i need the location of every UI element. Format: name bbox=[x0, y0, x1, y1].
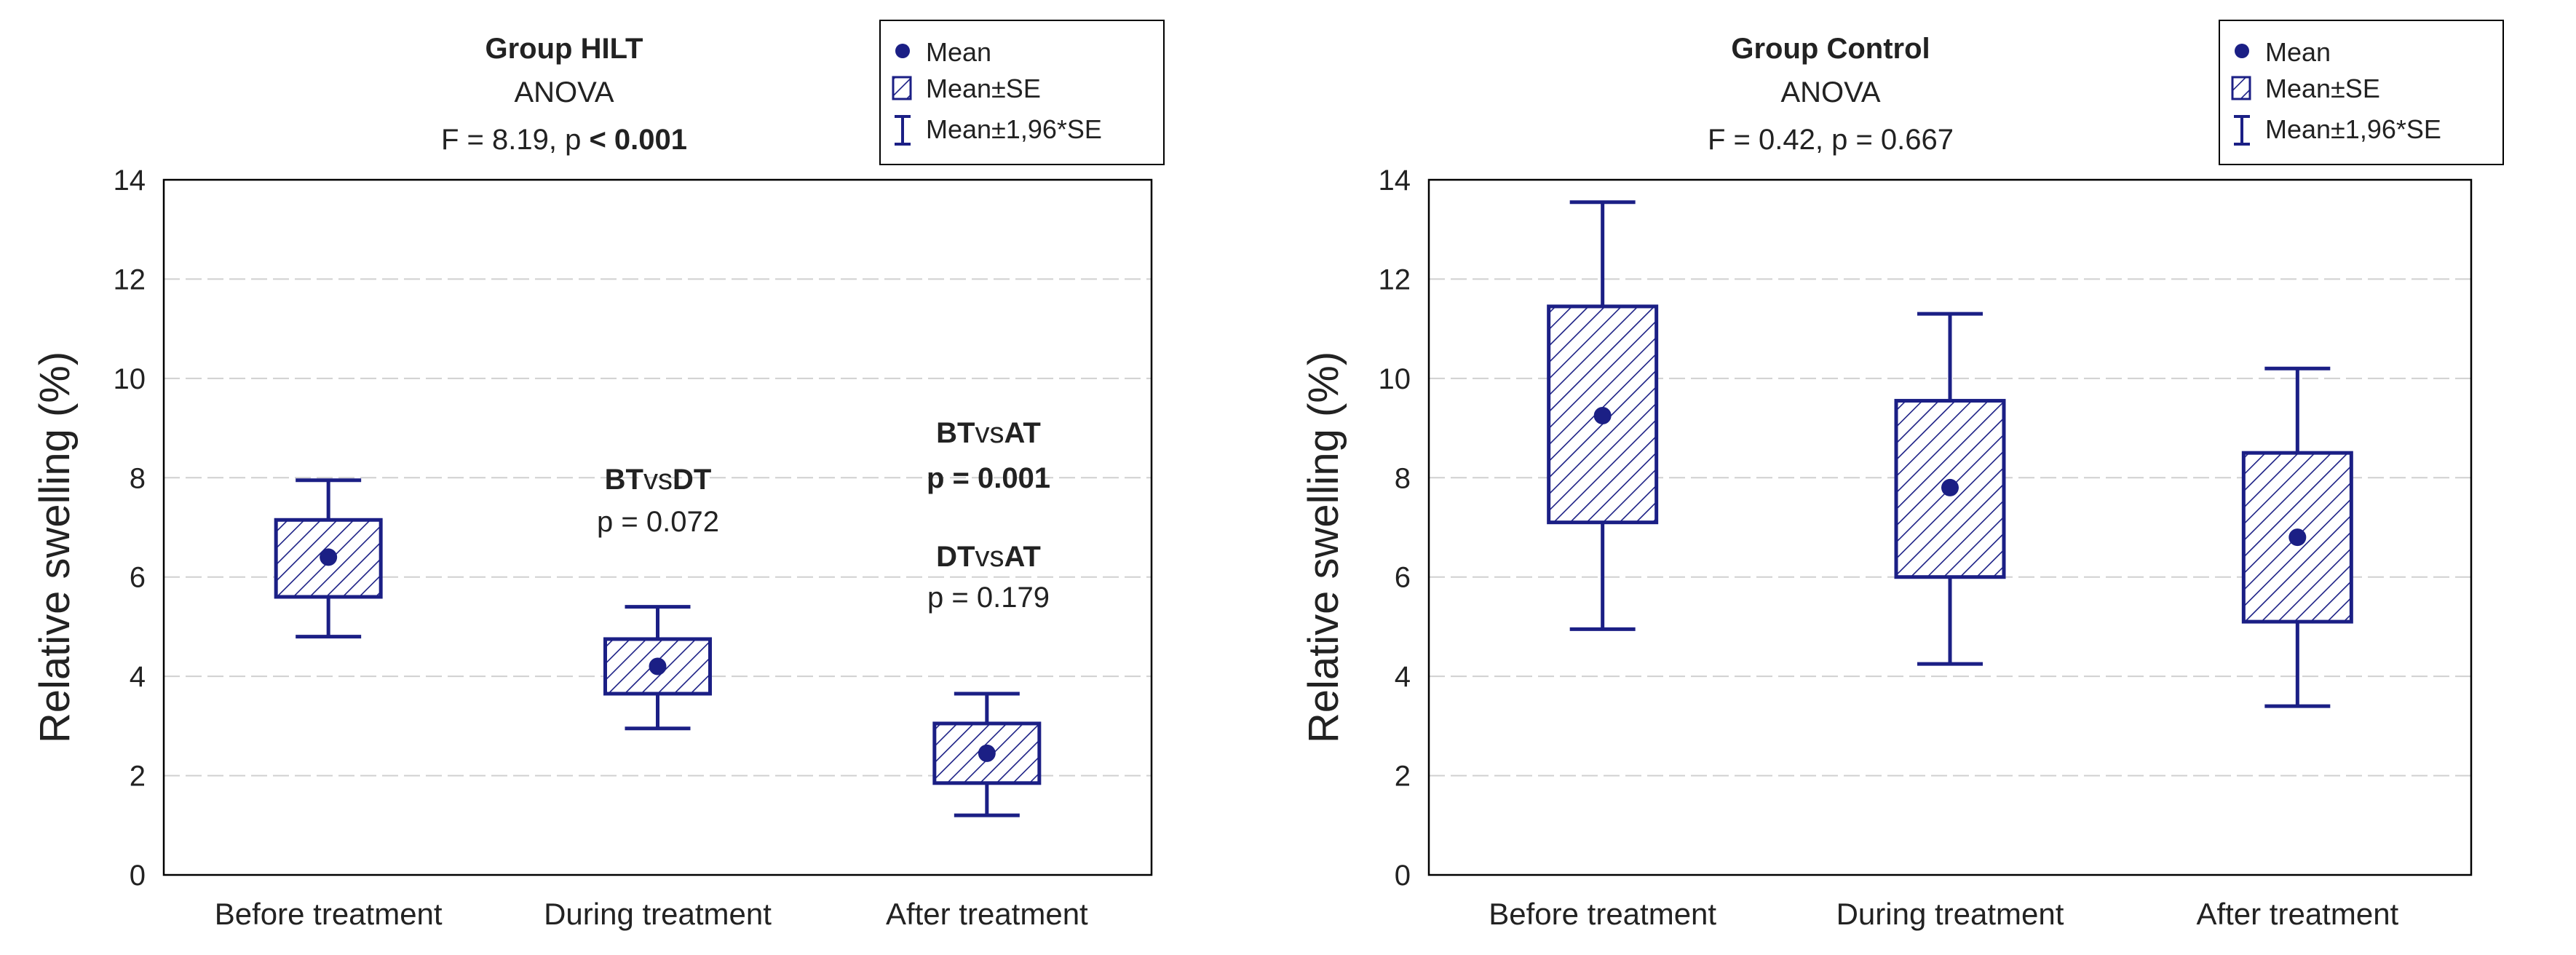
mean-point bbox=[649, 657, 667, 675]
annotation-vs: vs bbox=[975, 541, 1004, 573]
mean-point bbox=[320, 548, 338, 566]
anova-stat: F = 8.19, p < 0.001 bbox=[441, 124, 687, 156]
y-tick-label: 12 bbox=[114, 263, 146, 296]
y-tick-label: 12 bbox=[1379, 263, 1411, 296]
y-axis-label: Relative swelling (%) bbox=[31, 352, 79, 743]
annotation-p-value: p = 0.001 bbox=[927, 462, 1050, 494]
anova-stat-prefix: F = 8.19, p bbox=[441, 124, 589, 156]
annotation-right: AT bbox=[1004, 541, 1040, 573]
legend-mean-label: Mean bbox=[2265, 37, 2331, 67]
mean-point bbox=[2288, 528, 2307, 547]
plot-frame bbox=[162, 178, 1153, 876]
y-tick-label: 14 bbox=[1379, 165, 1411, 197]
mean-point bbox=[1593, 407, 1612, 425]
anova-stat-prefix: F = 0.42, p = 0.667 bbox=[1708, 124, 1954, 156]
y-tick-label: 14 bbox=[114, 165, 146, 197]
annotation-comparison: BTvsAT bbox=[936, 417, 1041, 449]
anova-stat-bold: < 0.001 bbox=[589, 124, 687, 156]
legend: Mean Mean±SE Mean±1,96*SE bbox=[879, 20, 1165, 165]
annotation-vs: vs bbox=[975, 417, 1004, 449]
chart-title: Group HILT bbox=[486, 33, 643, 65]
chart-panel-hilt: Group HILT ANOVA F = 8.19, p < 0.001 Mea… bbox=[31, 20, 1165, 931]
y-tick-label: 10 bbox=[1379, 363, 1411, 395]
y-tick-label: 2 bbox=[1395, 761, 1411, 793]
legend-frame bbox=[879, 20, 1165, 165]
x-tick-label: During treatment bbox=[544, 897, 772, 931]
legend-mean-label: Mean bbox=[926, 37, 991, 67]
legend-ci-label: Mean±1,96*SE bbox=[2265, 114, 2441, 144]
x-tick-label: Before treatment bbox=[1489, 897, 1716, 931]
legend-frame bbox=[2219, 20, 2504, 165]
box-marks bbox=[1547, 200, 2353, 708]
mean-point bbox=[978, 744, 996, 762]
legend-se-marker bbox=[2231, 76, 2251, 100]
annotation-p-value: p = 0.072 bbox=[597, 506, 719, 538]
annotation-left: BT bbox=[605, 464, 643, 496]
y-tick-label: 4 bbox=[130, 661, 146, 693]
y-tick-label: 0 bbox=[1395, 860, 1411, 892]
x-tick-label: After treatment bbox=[886, 897, 1088, 931]
y-tick-label: 10 bbox=[114, 363, 146, 395]
x-ticks: Before treatment During treatment After tr… bbox=[215, 897, 1088, 931]
box-marks bbox=[274, 478, 1042, 817]
legend: Mean Mean±SE Mean±1,96*SE bbox=[2219, 20, 2504, 165]
legend-mean-marker bbox=[895, 44, 910, 58]
y-tick-label: 8 bbox=[1395, 462, 1411, 494]
y-ticks: 0 2 4 6 8 10 12 14 bbox=[1379, 165, 1411, 892]
anova-stat: F = 0.42, p = 0.667 bbox=[1708, 124, 1954, 156]
annotation-bt-vs-at: BTvsAT p = 0.001 bbox=[927, 417, 1050, 494]
annotation-vs: vs bbox=[643, 464, 673, 496]
annotation-p-value: p = 0.179 bbox=[927, 582, 1050, 614]
y-tick-label: 0 bbox=[130, 860, 146, 892]
legend-ci-marker bbox=[895, 115, 911, 146]
y-tick-label: 6 bbox=[130, 562, 146, 594]
x-tick-label: Before treatment bbox=[215, 897, 443, 931]
y-tick-label: 2 bbox=[130, 761, 146, 793]
legend-ci-marker bbox=[2234, 115, 2250, 146]
annotation-comparison: DTvsAT bbox=[936, 541, 1041, 573]
mean-point bbox=[1941, 478, 1959, 496]
legend-mean-marker bbox=[2235, 44, 2249, 58]
x-tick-label: After treatment bbox=[2196, 897, 2398, 931]
legend-se-label: Mean±SE bbox=[926, 74, 1041, 103]
annotation-left: DT bbox=[936, 541, 975, 573]
chart-panel-control: Group Control ANOVA F = 0.42, p = 0.667 … bbox=[1300, 20, 2504, 931]
annotation-left: BT bbox=[936, 417, 975, 449]
chart-title-block: Group HILT ANOVA F = 8.19, p < 0.001 bbox=[441, 33, 687, 156]
y-tick-label: 4 bbox=[1395, 661, 1411, 693]
y-axis-label: Relative swelling (%) bbox=[1300, 352, 1347, 743]
y-tick-label: 8 bbox=[130, 462, 146, 494]
x-tick-label: During treatment bbox=[1836, 897, 2064, 931]
plot-frame bbox=[1427, 178, 2473, 876]
annotation-right: DT bbox=[673, 464, 711, 496]
legend-se-label: Mean±SE bbox=[2265, 74, 2380, 103]
annotation-comparison: BTvsDT bbox=[605, 464, 712, 496]
chart-title-block: Group Control ANOVA F = 0.42, p = 0.667 bbox=[1708, 33, 1954, 156]
x-ticks: Before treatment During treatment After tr… bbox=[1489, 897, 2398, 931]
annotation-right: AT bbox=[1004, 417, 1040, 449]
annotation-bt-vs-dt: BTvsDT p = 0.072 bbox=[597, 464, 719, 538]
y-ticks: 0 2 4 6 8 10 12 14 bbox=[114, 165, 146, 892]
chart-subtitle: ANOVA bbox=[1780, 76, 1880, 108]
chart-title: Group Control bbox=[1731, 33, 1930, 65]
legend-se-marker bbox=[892, 76, 912, 100]
annotation-dt-vs-at: DTvsAT p = 0.179 bbox=[927, 541, 1050, 614]
chart-subtitle: ANOVA bbox=[514, 76, 614, 108]
comparison-annotations: BTvsDT p = 0.072 BTvsAT p = 0.001 DTvsAT… bbox=[597, 417, 1050, 614]
legend-ci-label: Mean±1,96*SE bbox=[926, 114, 1102, 144]
y-tick-label: 6 bbox=[1395, 562, 1411, 594]
